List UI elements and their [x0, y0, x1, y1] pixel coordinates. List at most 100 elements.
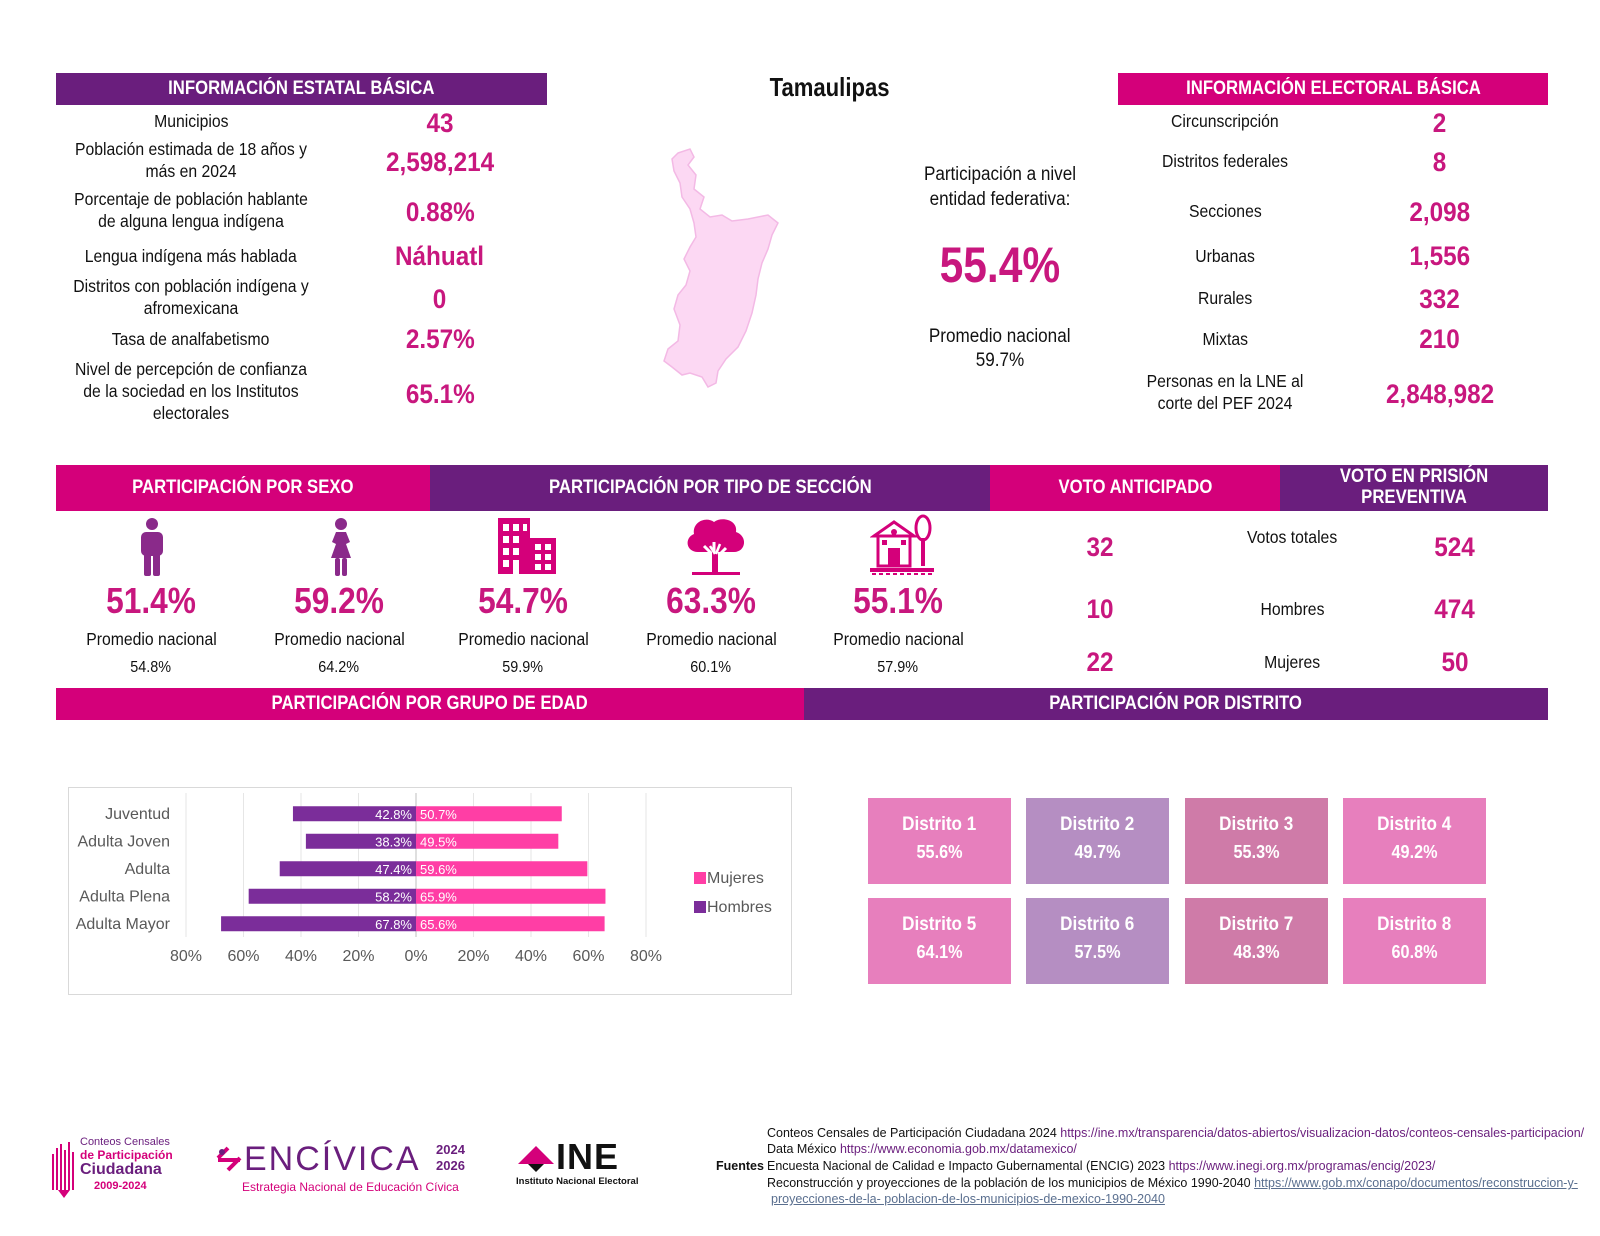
ine-mark-icon: [518, 1146, 554, 1172]
source-line-3: Encuesta Nacional de Calidad e Impacto G…: [767, 1159, 1436, 1173]
tipo-seccion-header: PARTICIPACIÓN POR TIPO DE SECCIÓN: [430, 465, 990, 511]
state-label-analfabetismo: Tasa de analfabetismo: [112, 329, 270, 349]
state-value-poblacion: 2,598,214: [385, 147, 495, 177]
data-label-mujeres: 50.7%: [420, 807, 457, 822]
conteos-line4: 2009-2024: [94, 1180, 147, 1192]
state-value-municipios: 43: [426, 108, 454, 138]
indicator-mixed-national-value: 57.9%: [877, 659, 919, 676]
bar-hombres: [305, 833, 416, 849]
indicator-man-national-label: Promedio nacional: [85, 629, 217, 649]
source-link-1[interactable]: https://ine.mx/transparencia/datos-abier…: [1060, 1126, 1585, 1140]
state-label-poblacion: Población estimada de 18 años y más en 2…: [74, 139, 308, 181]
bar-hombres: [221, 916, 416, 932]
voto-prision-total: 524: [1434, 532, 1476, 562]
source-line-1: Conteos Censales de Participación Ciudad…: [767, 1126, 1585, 1140]
source-link-3[interactable]: https://www.inegi.org.mx/programas/encig…: [1168, 1159, 1436, 1173]
indicator-urban-value: 54.7%: [478, 580, 568, 621]
state-value-analfabetismo: 2.57%: [405, 324, 475, 354]
encivica-years-top: 2024: [436, 1142, 465, 1157]
conteos-bars-icon: [52, 1142, 74, 1198]
ine-logo: INE Instituto Nacional Electoral: [516, 1136, 666, 1192]
encivica-logo: ENCÍVICA 2024 2026 Estrategia Nacional d…: [214, 1140, 484, 1194]
state-value-distritos-indigenas: 0: [433, 284, 447, 314]
voto-anticipado-total: 32: [1086, 532, 1114, 562]
distrito-header: PARTICIPACIÓN POR DISTRITO: [804, 688, 1548, 720]
x-tick-label: 0%: [404, 948, 427, 965]
x-tick-label: 40%: [285, 948, 317, 965]
legend-label-hombres: Hombres: [707, 899, 772, 916]
district-4: Distrito 4 49.2%: [1343, 798, 1486, 884]
elect-label-mixtas: Mixtas: [1202, 329, 1248, 349]
elect-value-urbanas: 1,556: [1409, 241, 1471, 271]
indicator-woman-value: 59.2%: [294, 580, 384, 621]
bar-mujeres: [416, 806, 562, 822]
indicator-urban-national-label: Promedio nacional: [457, 629, 589, 649]
x-tick-label: 60%: [227, 948, 259, 965]
voto-prision-mujeres: 50: [1441, 647, 1469, 677]
category-label: Adulta Joven: [77, 833, 170, 850]
bar-hombres: [292, 806, 416, 822]
category-label: Juventud: [105, 806, 170, 823]
woman-icon: [331, 518, 351, 576]
data-label-mujeres: 59.6%: [420, 862, 457, 877]
indicator-rural-value: 63.3%: [666, 580, 756, 621]
elect-value-distritos: 8: [1433, 147, 1447, 177]
district-8: Distrito 8 60.8%: [1343, 898, 1486, 984]
urban-buildings-icon: [498, 518, 556, 574]
voto-anticipado-hombres: 10: [1086, 594, 1114, 624]
sexo-header: PARTICIPACIÓN POR SEXO: [56, 465, 430, 511]
voto-prision-header: VOTO EN PRISIÓN PREVENTIVA: [1280, 465, 1548, 511]
indicator-urban-national-value: 59.9%: [502, 659, 544, 676]
category-label: Adulta Plena: [79, 888, 170, 905]
state-value-confianza: 65.1%: [405, 379, 475, 409]
legend-label-mujeres: Mujeres: [707, 870, 764, 887]
participation-national-value: 59.7%: [975, 350, 1025, 371]
data-label-hombres: 67.8%: [375, 917, 412, 932]
conteos-censales-logo: Conteos Censales de Participación Ciudad…: [50, 1136, 180, 1200]
state-value-lengua-pct: 0.88%: [405, 197, 475, 227]
voto-prision-hombres: 474: [1434, 594, 1476, 624]
district-3: Distrito 3 55.3%: [1185, 798, 1328, 884]
data-label-mujeres: 65.6%: [420, 917, 457, 932]
data-label-hombres: 58.2%: [375, 889, 412, 904]
source-line-4: Reconstrucción y proyecciones de la pobl…: [767, 1176, 1578, 1190]
indicator-man-value: 51.4%: [106, 580, 196, 621]
participation-label: Participación a nivel entidad federativa…: [923, 164, 1077, 210]
indicator-rural-national-label: Promedio nacional: [645, 629, 777, 649]
x-tick-label: 20%: [457, 948, 489, 965]
elect-value-circunscripcion: 2: [1433, 108, 1447, 138]
source-link-5[interactable]: proyecciones-de-la- poblacion-de-los-mun…: [771, 1192, 1165, 1206]
elect-value-secciones: 2,098: [1409, 197, 1471, 227]
man-icon: [141, 518, 163, 576]
bar-mujeres: [416, 916, 605, 932]
indicator-woman-national-value: 64.2%: [318, 659, 360, 676]
indicator-mixed-value: 55.1%: [853, 580, 943, 621]
district-2: Distrito 2 49.7%: [1026, 798, 1169, 884]
page-title: Tamaulipas: [770, 72, 890, 102]
conteos-line2: de Participación: [80, 1148, 173, 1162]
votes-label-hombres: Hombres: [1260, 599, 1325, 619]
state-label-municipios: Municipios: [153, 111, 229, 131]
state-label-confianza: Nivel de percepción de confianza de la s…: [74, 359, 308, 423]
district-1: Distrito 1 55.6%: [868, 798, 1011, 884]
elect-value-mixtas: 210: [1419, 324, 1461, 354]
source-link-2[interactable]: https://www.economia.gob.mx/datamexico/: [839, 1142, 1077, 1156]
electoral-info-header: INFORMACIÓN ELECTORAL BÁSICA: [1118, 73, 1548, 105]
edad-header: PARTICIPACIÓN POR GRUPO DE EDAD: [56, 688, 804, 720]
bar-mujeres: [416, 888, 606, 904]
x-tick-label: 80%: [630, 948, 662, 965]
conteos-line1: Conteos Censales: [80, 1136, 170, 1148]
data-label-hombres: 47.4%: [375, 862, 412, 877]
voto-anticipado-header: VOTO ANTICIPADO: [990, 465, 1280, 511]
indicator-woman-national-label: Promedio nacional: [273, 629, 405, 649]
x-tick-label: 40%: [515, 948, 547, 965]
source-link-4[interactable]: https://www.gob.mx/conapo/documentos/rec…: [1254, 1176, 1578, 1190]
x-tick-label: 80%: [170, 948, 202, 965]
votes-label-total: Votos totales: [1247, 527, 1338, 547]
encivica-subtitle: Estrategia Nacional de Educación Cívica: [242, 1180, 459, 1194]
age-chart: 80% 60% 40% 20% 0% 20% 40% 60% 80% Juventud 42.8% 5…: [76, 793, 772, 965]
data-label-hombres: 38.3%: [375, 834, 412, 849]
participation-national-label: Promedio nacional: [929, 326, 1071, 347]
voto-anticipado-mujeres: 22: [1086, 647, 1114, 677]
district-6: Distrito 6 57.5%: [1026, 898, 1169, 984]
